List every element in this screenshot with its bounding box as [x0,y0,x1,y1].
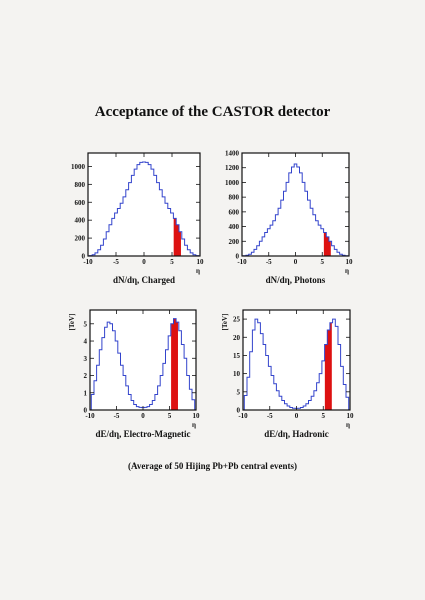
y-tick-label: 1000 [225,179,240,187]
y-tick-label: 1000 [71,163,86,171]
chart-title: dN/dη, Photons [266,275,326,285]
y-tick-label: 10 [233,370,241,378]
y-tick-label: 600 [229,208,240,216]
x-tick-label: 5 [322,412,326,420]
x-tick-label: 5 [170,258,174,266]
plot-area [90,310,196,410]
x-axis-label: η [192,421,196,429]
y-tick-label: 200 [75,235,86,243]
y-tick-label: 1400 [225,150,240,158]
x-tick-label: -5 [266,258,272,266]
y-tick-label: 800 [75,181,86,189]
footnote: (Average of 50 Hijing Pb+Pb central even… [128,461,297,471]
x-tick-label: -5 [114,412,120,420]
acceptance-region [171,318,178,410]
chart-panel-3: -10 -5 0 5 10 0 1 2 3 4 5 η [TeV] dE/dη, Electro-Magn… [68,309,201,439]
y-tick-label: 1 [84,389,88,397]
y-tick-label: 5 [237,388,241,396]
y-tick-label: 2 [84,372,88,380]
x-axis-label: η [196,267,200,275]
x-tick-label: 0 [295,412,299,420]
x-tick-label: 5 [321,258,325,266]
x-tick-label: 10 [346,258,354,266]
y-tick-label: 400 [229,223,240,231]
x-axis-label: η [345,267,349,275]
y-tick-label: 800 [229,194,240,202]
acceptance-region [173,218,181,256]
y-tick-label: 400 [75,217,86,225]
acceptance-region [323,232,331,256]
plot-area [242,153,349,256]
y-tick-label: 3 [84,355,88,363]
y-axis-label: [TeV] [221,314,229,331]
page-title: Acceptance of the CASTOR detector [94,104,331,120]
y-tick-label: 0 [236,253,240,261]
x-tick-label: 10 [193,412,201,420]
series-line [88,161,200,257]
y-tick-label: 25 [233,316,241,324]
y-tick-label: 15 [233,352,241,360]
y-tick-label: 20 [233,334,241,342]
y-tick-label: 1200 [225,164,240,172]
x-tick-label: 0 [294,258,298,266]
x-tick-label: -10 [83,258,93,266]
x-tick-label: 10 [347,412,355,420]
series-line [242,163,349,257]
y-tick-label: 4 [84,338,88,346]
chart-title: dE/dη, Electro-Magnetic [96,429,191,439]
y-tick-label: 0 [237,407,241,415]
x-tick-label: -10 [238,412,248,420]
x-tick-label: 5 [168,412,172,420]
x-tick-label: 0 [142,258,146,266]
plot-area [88,153,200,256]
chart-panel-4: -10 -5 0 5 10 0 5 10 15 20 25 η [TeV] dE/dη, Hadronic [221,309,355,439]
y-tick-label: 200 [229,238,240,246]
chart-title: dE/dη, Hadronic [264,429,328,439]
x-tick-label: -5 [113,258,119,266]
y-tick-label: 0 [84,407,88,415]
chart-panel-2: -10 -5 0 5 10 0 200 400 600 800 1000 1200 1400 η dN/dη… [225,150,353,286]
x-tick-label: -5 [267,412,273,420]
chart-title: dN/dη, Charged [113,275,175,285]
x-tick-label: 10 [197,258,205,266]
y-axis-label: [TeV] [68,314,76,331]
y-tick-label: 0 [82,253,86,261]
y-tick-label: 600 [75,199,86,207]
x-tick-label: 0 [141,412,145,420]
x-tick-label: -10 [85,412,95,420]
plot-area [243,310,350,410]
x-tick-label: -10 [237,258,247,266]
chart-panel-1: -10 -5 0 5 10 0 200 400 600 800 1000 η dN/dη, Charge… [71,152,205,285]
x-axis-label: η [346,421,350,429]
y-tick-label: 5 [84,320,88,328]
